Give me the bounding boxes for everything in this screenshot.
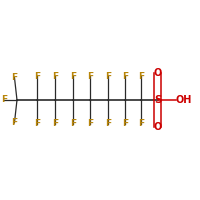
Text: F: F — [138, 72, 144, 81]
Text: S: S — [154, 95, 162, 105]
Text: F: F — [138, 119, 144, 128]
Text: F: F — [70, 72, 76, 81]
Text: F: F — [34, 119, 40, 128]
Text: F: F — [105, 119, 111, 128]
Text: O: O — [154, 122, 162, 132]
Text: F: F — [70, 119, 76, 128]
Text: F: F — [122, 72, 128, 81]
Text: F: F — [34, 72, 40, 81]
Text: F: F — [52, 119, 58, 128]
Text: F: F — [11, 73, 17, 82]
Text: OH: OH — [176, 95, 192, 105]
Text: F: F — [122, 119, 128, 128]
Text: O: O — [154, 68, 162, 78]
Text: F: F — [52, 72, 58, 81]
Text: F: F — [105, 72, 111, 81]
Text: F: F — [87, 119, 93, 128]
Text: F: F — [87, 72, 93, 81]
Text: F: F — [1, 95, 7, 104]
Text: F: F — [11, 118, 17, 127]
